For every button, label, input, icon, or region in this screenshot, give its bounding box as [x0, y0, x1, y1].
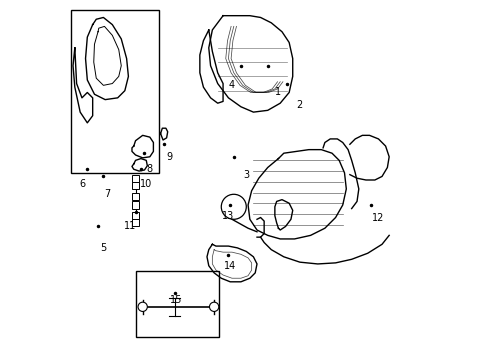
Bar: [132, 202, 139, 208]
Bar: [132, 175, 139, 182]
Text: 11: 11: [124, 221, 136, 231]
Text: 4: 4: [228, 80, 235, 90]
Text: 5: 5: [100, 243, 106, 253]
Text: 14: 14: [224, 261, 236, 271]
Text: 6: 6: [79, 179, 85, 189]
Text: 1: 1: [275, 87, 281, 98]
Text: 12: 12: [371, 212, 384, 222]
Text: 7: 7: [103, 189, 110, 199]
Bar: [71, 10, 159, 173]
Bar: [132, 182, 139, 189]
Circle shape: [138, 302, 147, 311]
Text: 15: 15: [170, 295, 183, 305]
Text: 8: 8: [146, 164, 153, 174]
Text: 2: 2: [296, 100, 303, 110]
Bar: [132, 219, 139, 226]
Bar: [135, 271, 219, 337]
Text: 13: 13: [222, 211, 234, 221]
Text: 9: 9: [166, 152, 172, 162]
Text: 10: 10: [140, 179, 152, 189]
Circle shape: [221, 194, 246, 219]
Bar: [132, 212, 139, 219]
Circle shape: [209, 302, 218, 311]
Text: 3: 3: [243, 170, 249, 180]
Bar: [132, 193, 139, 200]
